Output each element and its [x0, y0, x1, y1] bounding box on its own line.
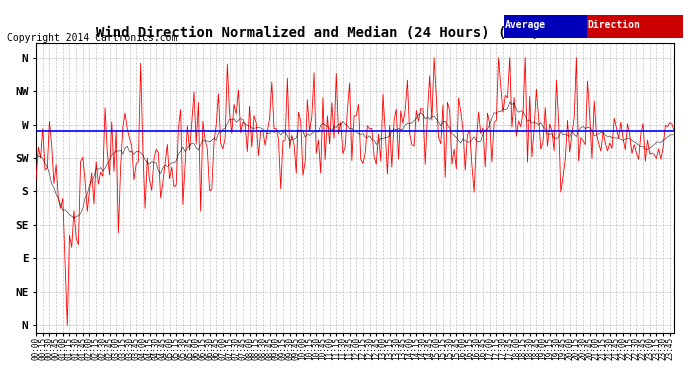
Title: Wind Direction Normalized and Median (24 Hours) (New) 20140401: Wind Direction Normalized and Median (24… [95, 26, 615, 40]
Text: Direction: Direction [587, 20, 640, 30]
Text: Average: Average [504, 20, 546, 30]
Text: Copyright 2014 Cartronics.com: Copyright 2014 Cartronics.com [7, 33, 177, 43]
